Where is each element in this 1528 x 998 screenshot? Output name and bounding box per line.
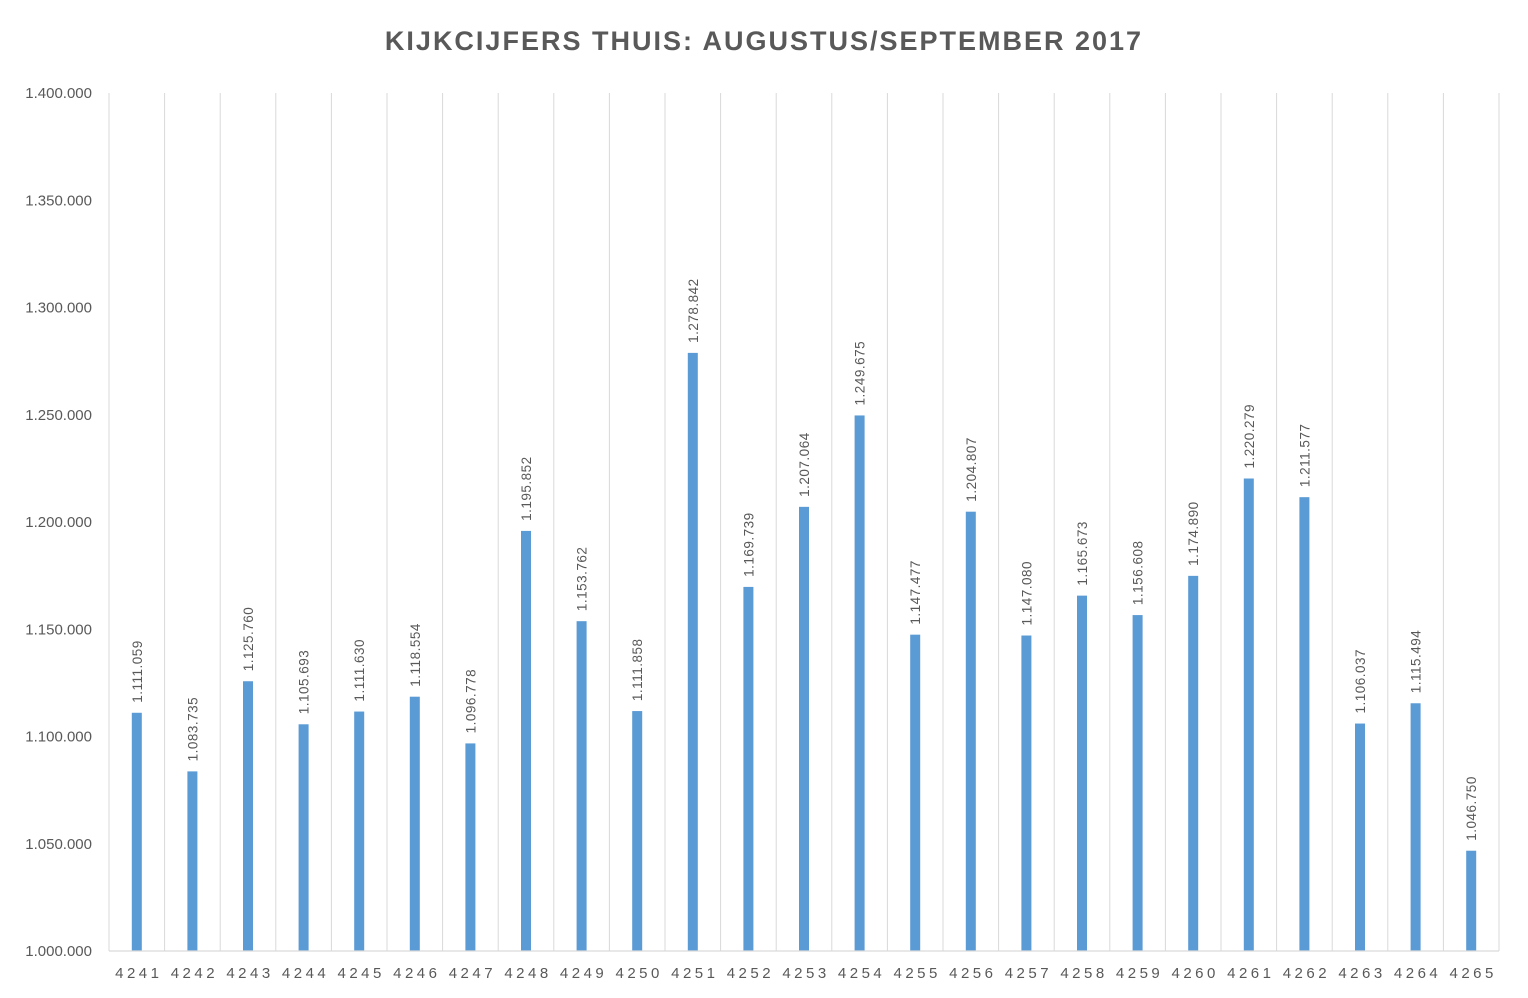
x-tick-label: 4250	[616, 965, 663, 982]
data-label: 1.111.059	[130, 640, 145, 703]
data-label: 1.118.554	[408, 623, 423, 687]
y-tick-label: 1.250.000	[25, 407, 92, 424]
data-label: 1.169.739	[741, 512, 756, 577]
data-label: 1.105.693	[297, 650, 312, 715]
x-tick-label: 4243	[226, 965, 273, 982]
data-label: 1.207.064	[797, 432, 812, 497]
x-tick-label: 4260	[1172, 965, 1219, 982]
x-tick-label: 4248	[504, 965, 551, 982]
x-tick-label: 4261	[1227, 965, 1274, 982]
bar	[965, 511, 976, 951]
y-tick-label: 1.150.000	[25, 621, 92, 638]
bar	[131, 712, 142, 951]
bar	[1299, 497, 1310, 951]
y-tick-label: 1.050.000	[25, 836, 92, 853]
x-tick-label: 4265	[1450, 965, 1497, 982]
x-tick-label: 4258	[1060, 965, 1107, 982]
data-label: 1.111.630	[352, 639, 367, 702]
x-tick-label: 4245	[338, 965, 385, 982]
x-tick-label: 4251	[671, 965, 718, 982]
x-tick-label: 4253	[782, 965, 829, 982]
data-label: 1.195.852	[519, 456, 534, 521]
bar	[854, 415, 865, 951]
bar	[1132, 615, 1143, 951]
y-tick-label: 1.200.000	[25, 514, 92, 531]
bar	[521, 530, 531, 951]
y-tick-label: 1.300.000	[25, 300, 92, 317]
bar	[1410, 703, 1421, 951]
bar	[576, 621, 587, 951]
data-label: 1.083.735	[185, 697, 200, 762]
bar	[1077, 595, 1087, 951]
bar	[1021, 635, 1032, 951]
bar	[465, 743, 476, 951]
x-tick-label: 4263	[1338, 965, 1385, 982]
y-tick-label: 1.350.000	[25, 192, 92, 209]
bar	[1466, 850, 1477, 951]
data-label: 1.220.279	[1242, 404, 1257, 469]
bar	[1355, 723, 1365, 951]
y-tick-label: 1.100.000	[25, 729, 92, 746]
x-tick-label: 4242	[171, 965, 218, 982]
bar	[1188, 575, 1199, 951]
x-tick-label: 4254	[838, 965, 885, 982]
data-label: 1.249.675	[853, 341, 868, 406]
data-label: 1.156.608	[1131, 541, 1146, 606]
bar	[799, 506, 809, 951]
x-tick-label: 4247	[449, 965, 496, 982]
data-label: 1.125.760	[241, 607, 256, 672]
data-label: 1.165.673	[1075, 521, 1090, 586]
x-tick-label: 4244	[282, 965, 329, 982]
bar	[743, 586, 754, 951]
bar	[1243, 478, 1254, 951]
bar	[243, 681, 253, 951]
bar	[298, 724, 309, 951]
data-label: 1.204.807	[964, 437, 979, 502]
x-tick-label: 4255	[894, 965, 941, 982]
x-tick-label: 4256	[949, 965, 996, 982]
data-label: 1.115.494	[1409, 630, 1424, 694]
data-label: 1.153.762	[575, 547, 590, 612]
x-tick-label: 4241	[115, 965, 162, 982]
data-label: 1.147.477	[908, 560, 923, 625]
x-tick-label: 4246	[393, 965, 440, 982]
bar	[687, 352, 698, 951]
x-tick-label: 4262	[1283, 965, 1330, 982]
data-label: 1.278.842	[686, 278, 701, 343]
bar	[409, 696, 420, 951]
bar	[354, 711, 365, 951]
bar	[187, 771, 198, 951]
x-tick-label: 4259	[1116, 965, 1163, 982]
bar	[632, 711, 643, 951]
data-label: 1.046.750	[1464, 776, 1479, 841]
x-tick-label: 4264	[1394, 965, 1441, 982]
data-label: 1.147.080	[1019, 561, 1034, 626]
x-tick-label: 4249	[560, 965, 607, 982]
data-label: 1.111.858	[630, 639, 645, 702]
bar	[910, 634, 921, 951]
x-tick-label: 4252	[727, 965, 774, 982]
data-label: 1.096.778	[463, 669, 478, 734]
x-tick-label: 4257	[1005, 965, 1052, 982]
data-label: 1.211.577	[1297, 424, 1312, 488]
y-tick-label: 1.400.000	[25, 85, 92, 102]
data-label: 1.106.037	[1353, 649, 1368, 714]
y-tick-label: 1.000.000	[25, 943, 92, 960]
chart-title: KIJKCIJFERS THUIS: AUGUSTUS/SEPTEMBER 20…	[384, 26, 1144, 56]
data-label: 1.174.890	[1186, 501, 1201, 566]
